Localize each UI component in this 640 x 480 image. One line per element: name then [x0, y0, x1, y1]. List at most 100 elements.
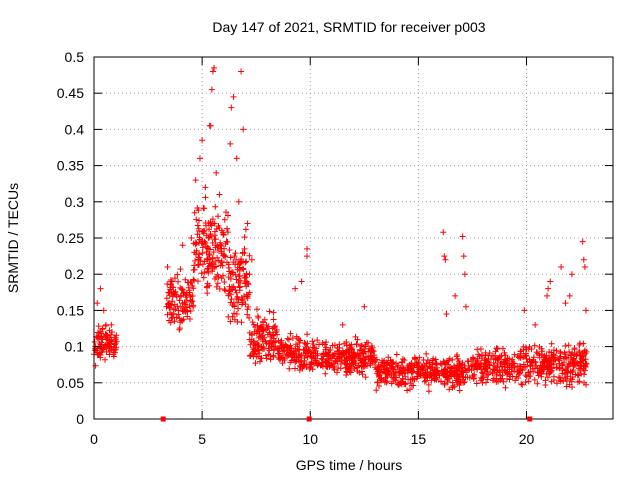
data-point — [239, 301, 246, 308]
data-point — [263, 340, 270, 347]
data-point — [235, 296, 242, 303]
data-point — [188, 298, 195, 305]
data-point — [248, 256, 255, 263]
data-point — [548, 378, 555, 385]
data-point — [205, 234, 212, 241]
data-point — [440, 229, 447, 236]
data-point — [525, 378, 532, 385]
data-point — [562, 354, 569, 361]
data-point — [177, 266, 184, 273]
data-point — [207, 230, 214, 237]
data-point — [336, 341, 343, 348]
data-point — [559, 366, 566, 373]
data-point — [499, 372, 506, 379]
data-point — [494, 356, 501, 363]
data-point — [198, 238, 205, 245]
data-point — [248, 332, 255, 339]
data-point — [408, 360, 415, 367]
data-point — [459, 233, 466, 240]
data-point — [186, 287, 193, 294]
data-point — [456, 387, 463, 394]
data-point — [399, 376, 406, 383]
data-point — [443, 311, 450, 318]
data-point — [449, 368, 456, 375]
data-point — [562, 342, 569, 349]
data-point — [492, 348, 499, 355]
data-point — [397, 369, 404, 376]
data-point — [265, 323, 272, 330]
y-tick-label: 0.1 — [65, 339, 85, 355]
data-point — [259, 345, 266, 352]
data-point — [356, 346, 363, 353]
data-point — [214, 242, 221, 249]
data-point — [424, 365, 431, 372]
data-point — [509, 356, 516, 363]
data-point — [266, 329, 273, 336]
data-point — [186, 291, 193, 298]
y-tick-label: 0.2 — [65, 266, 85, 282]
data-point — [483, 372, 490, 379]
data-point — [451, 383, 458, 390]
data-point — [573, 359, 580, 366]
data-point — [384, 360, 391, 367]
data-point — [239, 297, 246, 304]
data-point — [204, 265, 211, 272]
data-point — [381, 366, 388, 373]
data-point — [348, 361, 355, 368]
data-point — [261, 334, 268, 341]
data-point — [199, 244, 206, 251]
data-point — [383, 368, 390, 375]
data-point — [493, 376, 500, 383]
data-point — [459, 361, 466, 368]
y-tick-label: 0.05 — [57, 375, 84, 391]
data-point — [462, 303, 469, 310]
data-point — [204, 290, 211, 297]
data-point — [477, 346, 484, 353]
data-point — [94, 300, 101, 307]
data-point — [194, 205, 201, 212]
data-point — [462, 365, 469, 372]
data-point — [199, 250, 206, 257]
data-point — [302, 341, 309, 348]
data-point — [553, 364, 560, 371]
data-point — [393, 360, 400, 367]
data-point — [446, 386, 453, 393]
data-point — [198, 270, 205, 277]
data-point — [501, 360, 508, 367]
data-point — [538, 351, 545, 358]
data-point — [241, 272, 248, 279]
data-point — [415, 364, 422, 371]
data-point — [531, 342, 538, 349]
data-points — [91, 64, 590, 395]
data-point — [232, 250, 239, 257]
data-point — [423, 350, 430, 357]
data-point — [242, 274, 249, 281]
data-point — [304, 331, 311, 338]
data-point — [172, 275, 179, 282]
data-point — [207, 262, 214, 269]
data-point — [447, 363, 454, 370]
data-point — [225, 261, 232, 268]
data-point — [404, 387, 411, 394]
data-point — [542, 382, 549, 389]
data-point — [354, 350, 361, 357]
data-point — [404, 362, 411, 369]
data-point — [292, 365, 299, 372]
data-point — [440, 358, 447, 365]
data-point — [190, 303, 197, 310]
data-point — [560, 378, 567, 385]
data-point — [289, 335, 296, 342]
data-point — [227, 318, 234, 325]
data-point — [286, 365, 293, 372]
data-point — [171, 318, 178, 325]
data-point — [460, 253, 467, 260]
data-point — [287, 330, 294, 337]
data-point — [539, 359, 546, 366]
data-point — [212, 203, 219, 210]
data-point — [280, 345, 287, 352]
data-point — [545, 355, 552, 362]
data-point — [247, 341, 254, 348]
data-point — [442, 256, 449, 263]
data-point — [193, 240, 200, 247]
